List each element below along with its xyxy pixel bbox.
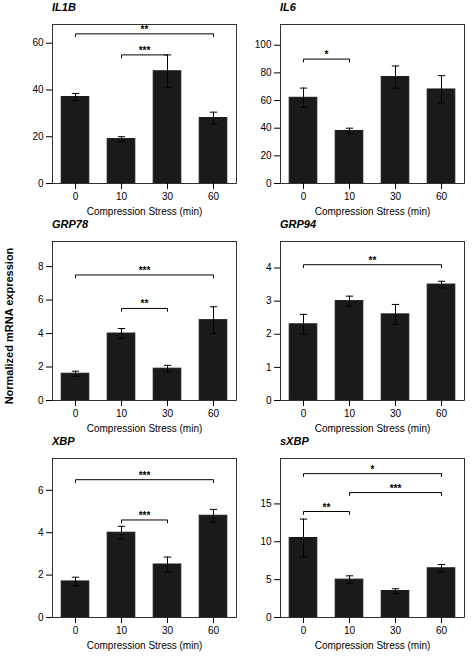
svg-text:30: 30	[162, 191, 174, 202]
svg-text:0: 0	[301, 191, 307, 202]
svg-text:0: 0	[266, 178, 272, 189]
svg-text:0: 0	[73, 625, 79, 636]
svg-text:Compression Stress (min): Compression Stress (min)	[87, 206, 203, 217]
svg-text:4: 4	[38, 527, 44, 538]
html-text:IL6: IL6	[280, 1, 296, 13]
svg-text:60: 60	[436, 625, 448, 636]
svg-text:**: **	[323, 502, 331, 513]
svg-text:0: 0	[38, 395, 44, 406]
svg-text:10: 10	[344, 408, 356, 419]
svg-text:2: 2	[266, 328, 272, 339]
svg-text:0: 0	[301, 408, 307, 419]
svg-text:***: ***	[139, 470, 151, 481]
svg-text:30: 30	[162, 625, 174, 636]
svg-text:***: ***	[139, 265, 151, 276]
svg-text:0: 0	[266, 395, 272, 406]
svg-text:Compression Stress (min): Compression Stress (min)	[87, 423, 203, 434]
svg-text:Compression Stress (min): Compression Stress (min)	[315, 640, 431, 651]
svg-text:*: *	[371, 464, 375, 475]
svg-text:100: 100	[255, 39, 272, 50]
svg-text:***: ***	[139, 510, 151, 521]
svg-text:15: 15	[260, 498, 272, 509]
svg-text:2: 2	[38, 569, 44, 580]
svg-text:5: 5	[266, 574, 272, 585]
svg-text:10: 10	[116, 408, 128, 419]
svg-text:***: ***	[390, 483, 402, 494]
svg-text:0: 0	[38, 612, 44, 623]
svg-text:3: 3	[266, 295, 272, 306]
svg-text:0: 0	[73, 191, 79, 202]
svg-text:6: 6	[38, 485, 44, 496]
svg-text:0: 0	[38, 178, 44, 189]
svg-text:4: 4	[38, 328, 44, 339]
html-text:sXBP: sXBP	[280, 435, 309, 447]
html-text:GRP78: GRP78	[52, 218, 89, 230]
svg-text:10: 10	[260, 536, 272, 547]
svg-text:***: ***	[139, 45, 151, 56]
svg-text:40: 40	[260, 122, 272, 133]
svg-text:6: 6	[38, 294, 44, 305]
svg-text:80: 80	[260, 67, 272, 78]
svg-text:60: 60	[260, 95, 272, 106]
svg-text:30: 30	[390, 408, 402, 419]
svg-text:30: 30	[162, 408, 174, 419]
svg-text:Compression Stress (min): Compression Stress (min)	[315, 423, 431, 434]
svg-text:0: 0	[266, 612, 272, 623]
html-text:IL1B: IL1B	[52, 1, 76, 13]
svg-text:60: 60	[436, 408, 448, 419]
svg-text:20: 20	[260, 150, 272, 161]
svg-text:30: 30	[390, 191, 402, 202]
svg-text:60: 60	[436, 191, 448, 202]
svg-text:8: 8	[38, 261, 44, 272]
svg-text:Compression Stress (min): Compression Stress (min)	[87, 640, 203, 651]
svg-text:60: 60	[208, 191, 220, 202]
svg-text:0: 0	[301, 625, 307, 636]
svg-text:1: 1	[266, 362, 272, 373]
svg-text:10: 10	[116, 625, 128, 636]
svg-text:10: 10	[344, 191, 356, 202]
html-text:XBP: XBP	[52, 435, 75, 447]
svg-text:40: 40	[32, 84, 44, 95]
svg-text:0: 0	[73, 408, 79, 419]
svg-text:**: **	[141, 24, 149, 35]
svg-text:30: 30	[390, 625, 402, 636]
svg-text:**: **	[141, 298, 149, 309]
svg-text:60: 60	[208, 625, 220, 636]
svg-text:4: 4	[266, 262, 272, 273]
svg-text:20: 20	[32, 131, 44, 142]
svg-text:60: 60	[32, 37, 44, 48]
svg-text:60: 60	[208, 408, 220, 419]
svg-text:Compression Stress (min): Compression Stress (min)	[315, 206, 431, 217]
svg-text:2: 2	[38, 361, 44, 372]
svg-text:10: 10	[116, 191, 128, 202]
svg-text:10: 10	[344, 625, 356, 636]
html-text:Normalized mRNA expression: Normalized mRNA expression	[3, 247, 15, 404]
html-text:GRP94: GRP94	[280, 218, 317, 230]
svg-text:*: *	[325, 49, 329, 60]
svg-text:**: **	[369, 255, 377, 266]
